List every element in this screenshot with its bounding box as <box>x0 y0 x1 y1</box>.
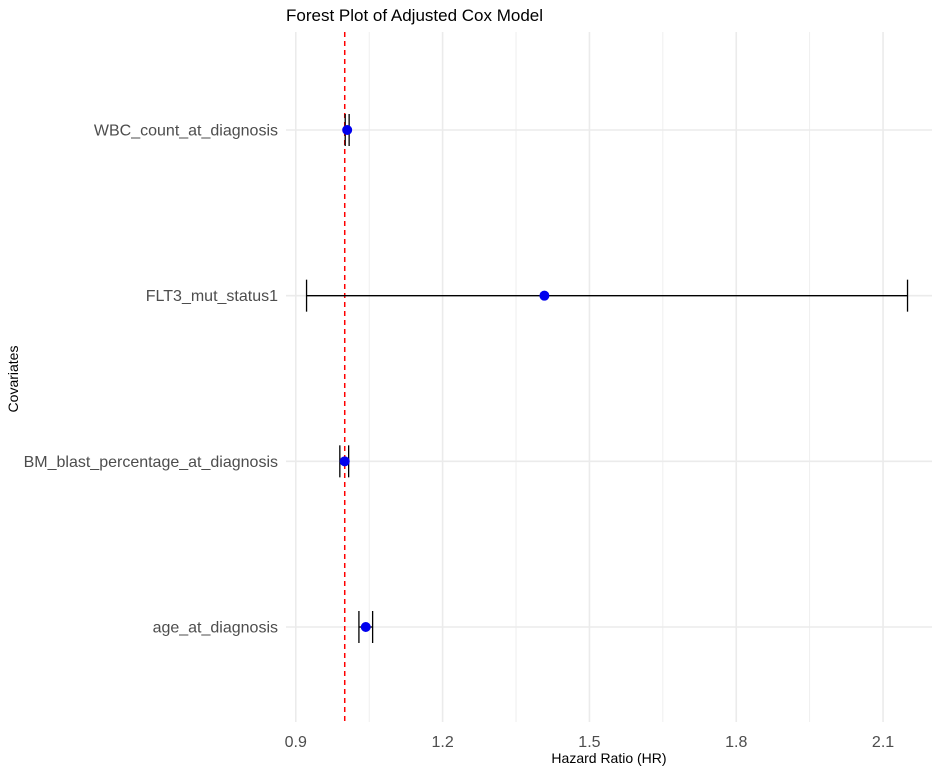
hr-point <box>339 456 350 467</box>
y-tick-label: WBC_count_at_diagnosis <box>94 123 278 140</box>
x-tick-label: 0.9 <box>285 734 307 751</box>
data-marks <box>305 114 909 643</box>
x-tick-label: 2.1 <box>872 734 894 751</box>
y-tick-labels: WBC_count_at_diagnosis FLT3_mut_status1 BM… <box>24 123 279 637</box>
x-tick-label: 1.8 <box>725 734 747 751</box>
grid-minor <box>368 32 811 722</box>
y-tick-label: age_at_diagnosis <box>153 620 278 637</box>
y-tick-label: FLT3_mut_status1 <box>146 288 278 305</box>
x-tick-label: 1.5 <box>578 734 600 751</box>
x-tick-label: 1.2 <box>431 734 453 751</box>
x-tick-labels: 0.9 1.2 1.5 1.8 2.1 <box>285 734 895 751</box>
y-axis-label: Covariates <box>5 346 21 413</box>
hr-point <box>539 290 550 301</box>
hr-point <box>342 125 353 135</box>
hr-point <box>360 622 371 632</box>
chart-title: Forest Plot of Adjusted Cox Model <box>286 6 543 25</box>
y-tick-label: BM_blast_percentage_at_diagnosis <box>24 454 278 471</box>
x-axis-label: Hazard Ratio (HR) <box>551 750 666 766</box>
grid-major <box>286 32 932 722</box>
